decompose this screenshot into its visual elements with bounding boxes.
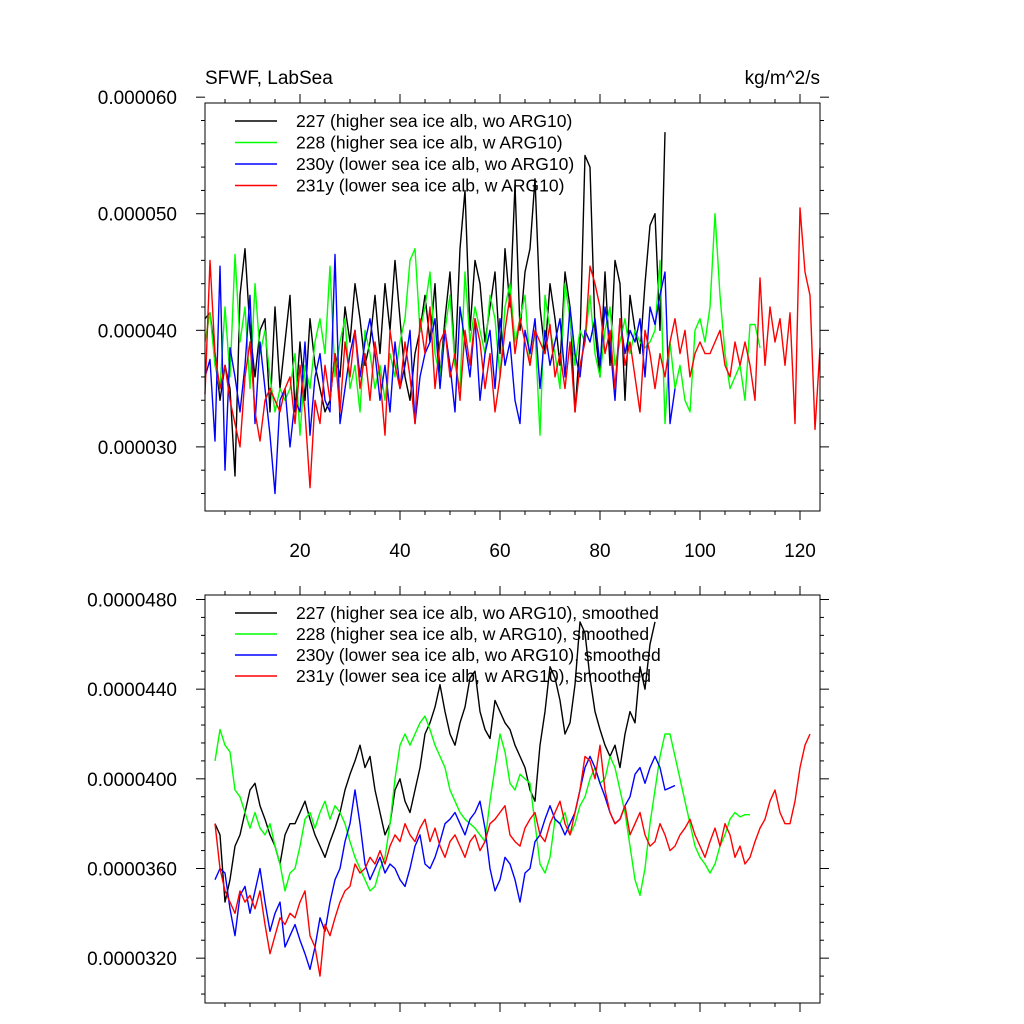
legend-label: 227 (higher sea ice alb, wo ARG10), smoo…: [296, 603, 659, 623]
top-panel-title: SFWF, LabSea: [205, 68, 333, 89]
series-line: [204, 132, 666, 477]
y-tick-label: 0.0000480: [87, 590, 177, 611]
series-line: [214, 715, 750, 897]
y-tick-label: 0.0000360: [87, 859, 177, 880]
y-tick-label: 0.0000400: [87, 770, 177, 791]
y-tick-label: 0.000060: [98, 88, 177, 109]
series-line: [214, 755, 676, 971]
x-tick-label: 40: [389, 541, 410, 562]
series-line: [214, 621, 656, 903]
bottom-panel-frame: [204, 594, 821, 1004]
y-tick-label: 0.0000440: [87, 680, 177, 701]
bottom-panel: 0.0000320 0.0000360 0.0000400 0.0000440 0.00…: [87, 586, 829, 1012]
top-panel-frame: [204, 102, 821, 512]
legend-label: 228 (higher sea ice alb, w ARG10): [296, 133, 563, 153]
bottom-panel-legend: 227 (higher sea ice alb, wo ARG10), smoo…: [235, 603, 661, 686]
legend-label: 227 (higher sea ice alb, wo ARG10): [296, 111, 572, 131]
series-line: [204, 253, 676, 495]
top-panel-axes-group: 20 40 60 80 100 120 0.000030 0.000040 0.000050 0.…: [98, 88, 829, 562]
bottom-panel-series-group: [214, 621, 811, 977]
legend-label: 230y (lower sea ice alb, wo ARG10): [296, 154, 574, 174]
x-tick-label: 80: [589, 541, 610, 562]
top-panel-series-group: [204, 132, 821, 495]
legend-label: 231y (lower sea ice alb, w ARG10), smoot…: [296, 666, 651, 686]
y-tick-label: 0.000040: [98, 321, 177, 342]
x-tick-label: 60: [489, 541, 510, 562]
bottom-panel-axes-group: 0.0000320 0.0000360 0.0000400 0.0000440 0.00…: [87, 586, 829, 1012]
y-tick-label: 0.000030: [98, 438, 177, 459]
x-tick-label: 100: [684, 541, 716, 562]
x-tick-label: 120: [784, 541, 816, 562]
legend-label: 231y (lower sea ice alb, w ARG10): [296, 176, 564, 196]
legend-label: 228 (higher sea ice alb, w ARG10), smoot…: [296, 624, 649, 644]
series-line: [204, 207, 821, 489]
y-tick-label: 0.000050: [98, 205, 177, 226]
series-line: [214, 733, 811, 977]
top-panel-units: kg/m^2/s: [745, 68, 820, 89]
top-panel-legend: 227 (higher sea ice alb, wo ARG10)228 (h…: [235, 111, 574, 196]
legend-label: 230y (lower sea ice alb, wo ARG10), smoo…: [296, 645, 661, 665]
y-tick-label: 0.0000320: [87, 949, 177, 970]
x-tick-label: 20: [289, 541, 310, 562]
top-panel: SFWF, LabSea kg/m^2/s 20 40 60 80 100 120 0.00…: [98, 68, 829, 562]
